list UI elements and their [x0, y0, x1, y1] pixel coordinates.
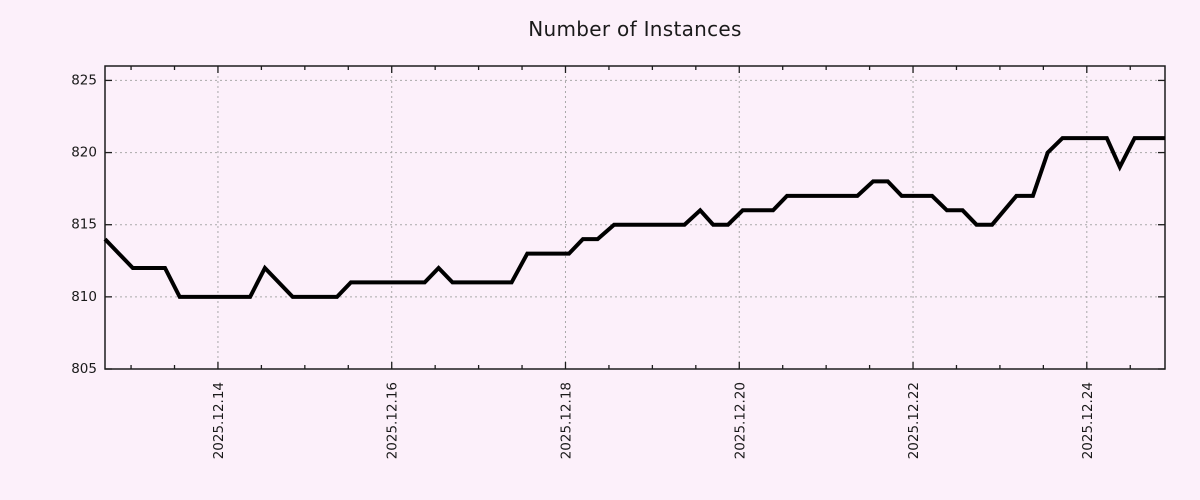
x-tick-label: 2025.12.20	[732, 382, 748, 459]
y-tick-label: 820	[71, 145, 97, 161]
x-tick-label: 2025.12.18	[558, 382, 574, 459]
y-tick-label: 815	[71, 217, 97, 233]
axis-labels: 805 810 815 820 825 2025.12.14 2025.12.16 2025.…	[71, 72, 1096, 459]
x-tick-label: 2025.12.22	[906, 382, 922, 459]
x-tick-label: 2025.12.16	[385, 382, 401, 459]
x-tick-label: 2025.12.24	[1080, 382, 1096, 459]
series-line-instances	[103, 136, 1165, 299]
y-tick-label: 825	[71, 72, 97, 88]
y-tick-label: 810	[71, 289, 97, 305]
axis-ticks	[105, 66, 1165, 370]
x-tick-label: 2025.12.14	[211, 382, 227, 459]
y-tick-label: 805	[71, 361, 97, 377]
gridlines	[105, 66, 1165, 370]
plot-border	[104, 65, 1166, 370]
chart-title: Number of Instances	[528, 17, 742, 41]
